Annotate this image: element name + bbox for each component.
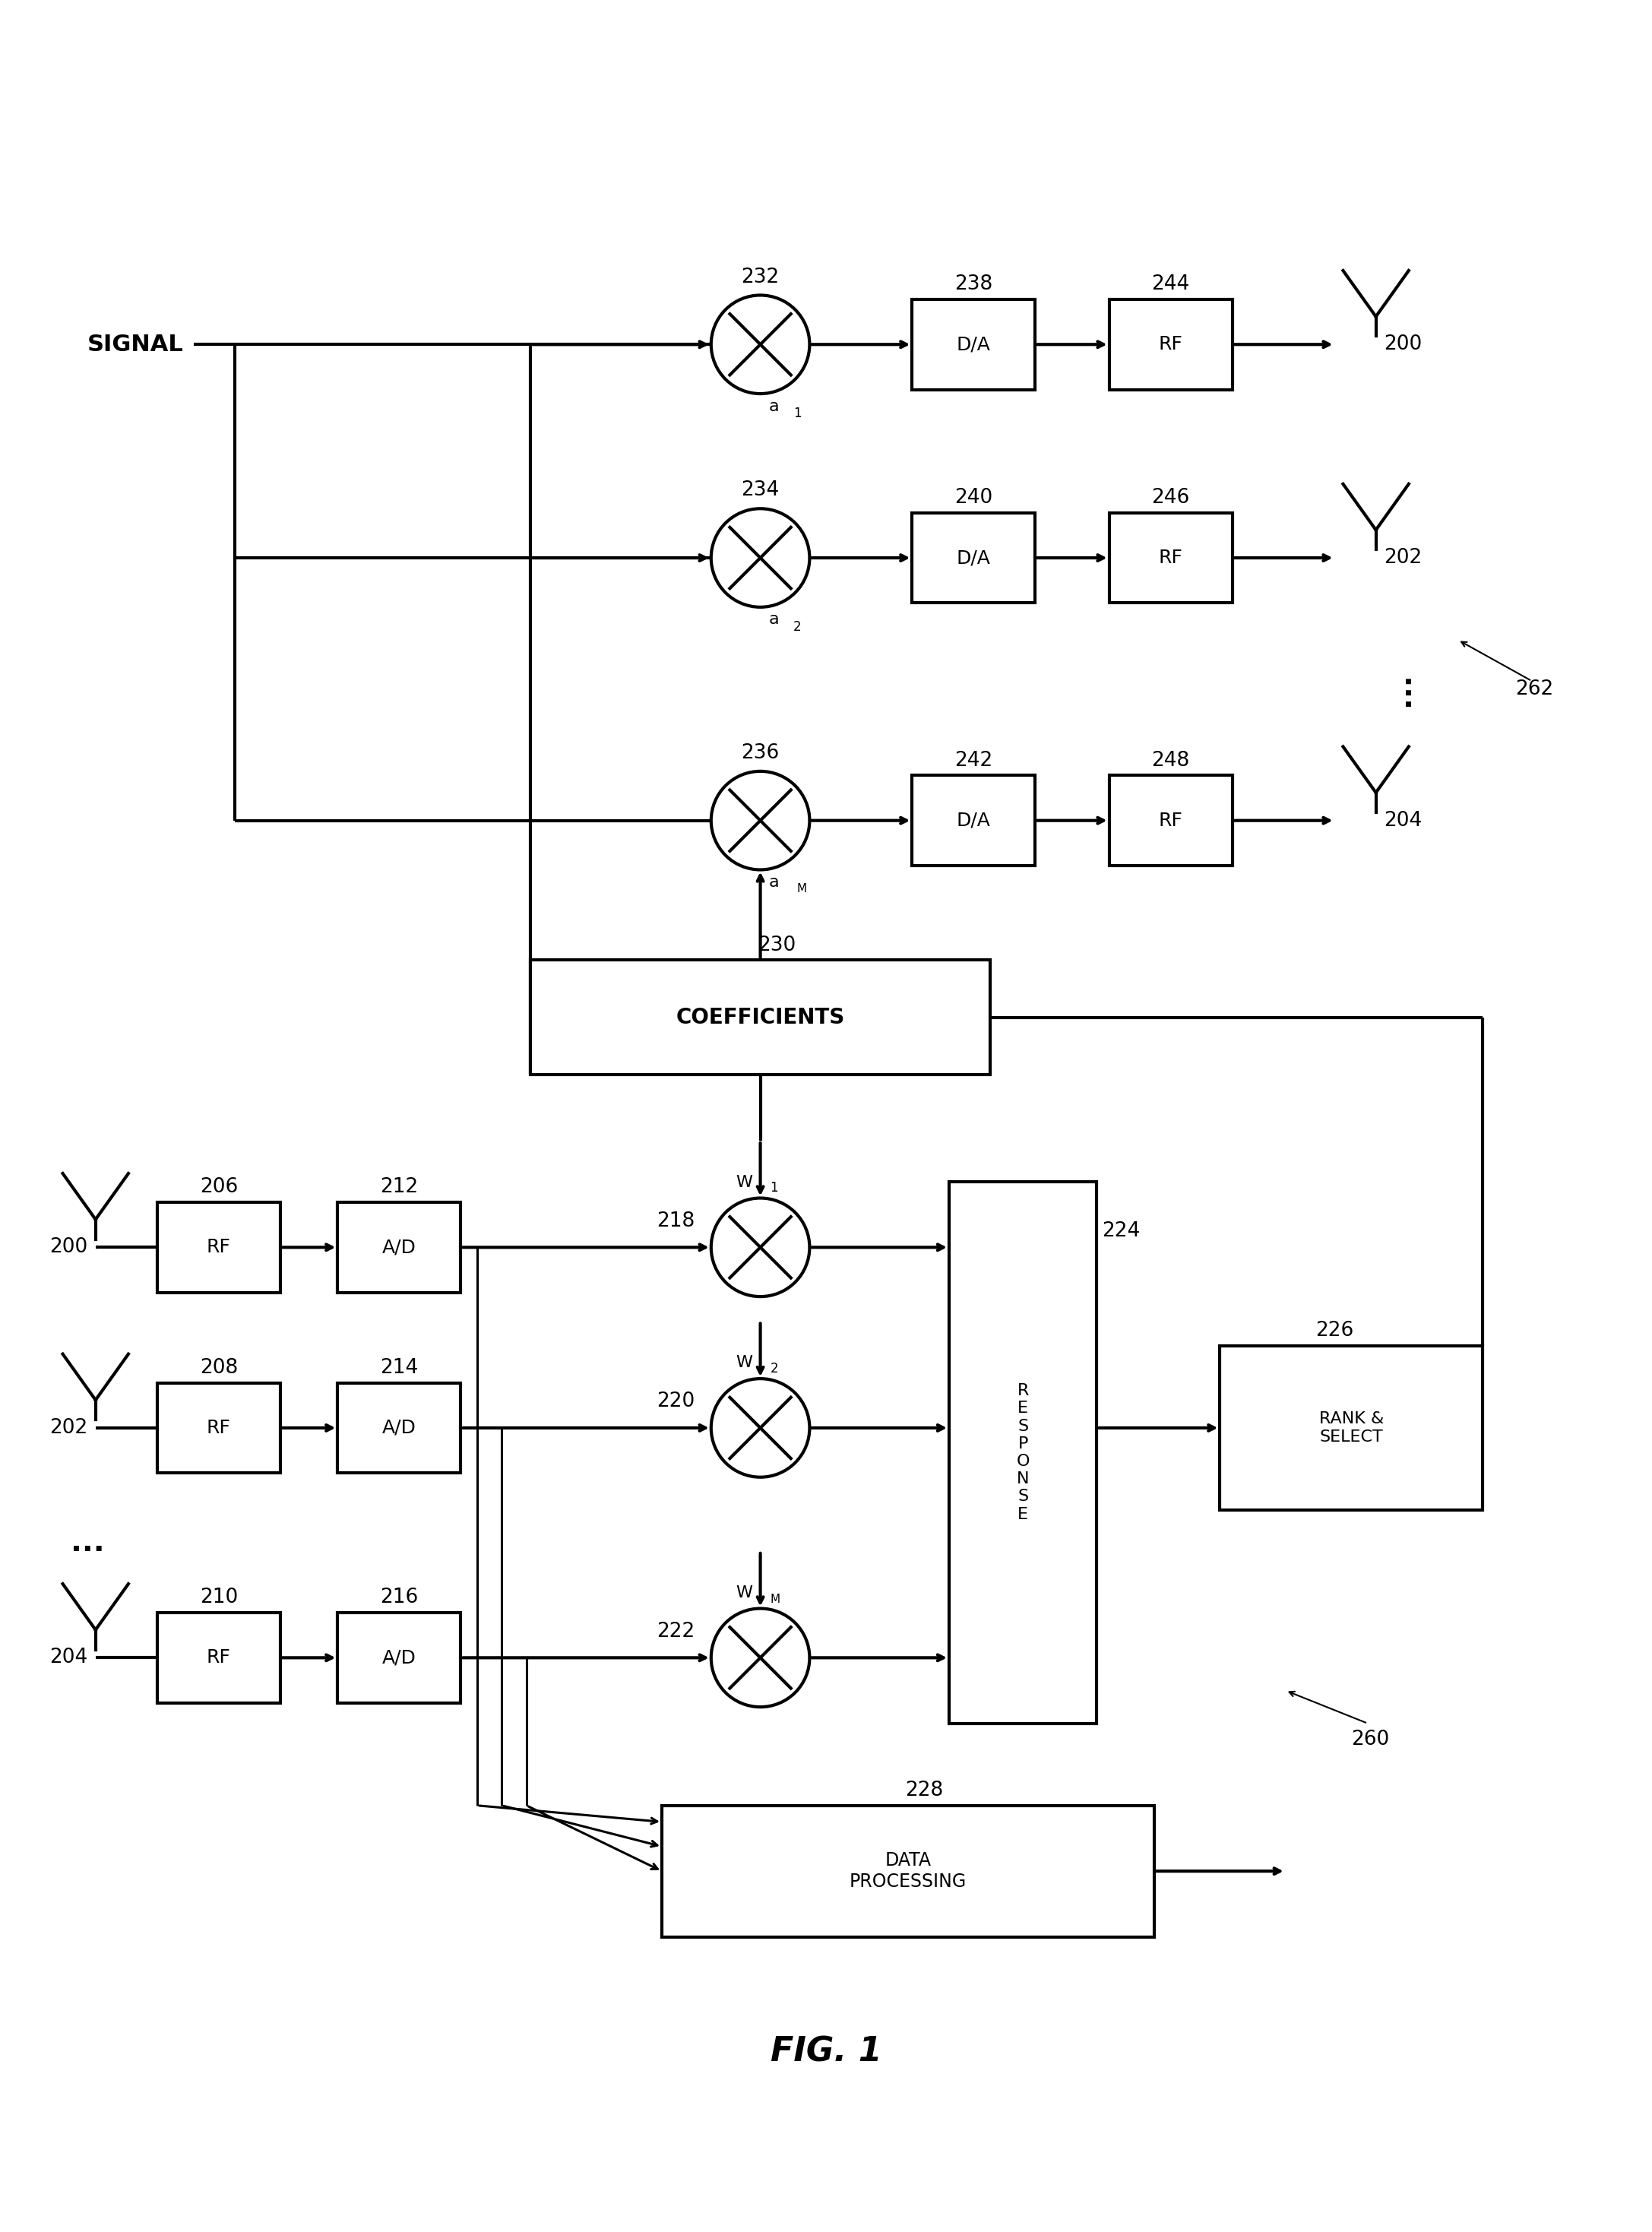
Text: a: a xyxy=(768,875,778,891)
Text: 208: 208 xyxy=(200,1357,238,1377)
Text: 202: 202 xyxy=(50,1417,88,1437)
Text: 224: 224 xyxy=(1102,1221,1140,1241)
Bar xyxy=(157,1612,281,1703)
Circle shape xyxy=(710,1379,809,1478)
Text: DATA
PROCESSING: DATA PROCESSING xyxy=(849,1853,966,1891)
Text: 210: 210 xyxy=(200,1587,238,1607)
Text: 232: 232 xyxy=(742,268,780,288)
Text: D/A: D/A xyxy=(957,549,991,567)
Text: a: a xyxy=(768,612,778,627)
Text: 230: 230 xyxy=(758,935,796,955)
Text: 218: 218 xyxy=(656,1212,695,1230)
Text: 244: 244 xyxy=(1151,275,1189,295)
Bar xyxy=(912,299,1036,391)
Text: RANK &
SELECT: RANK & SELECT xyxy=(1318,1411,1384,1444)
Text: 234: 234 xyxy=(742,480,780,500)
Text: W: W xyxy=(735,1585,752,1600)
Bar xyxy=(1108,775,1232,866)
Text: 240: 240 xyxy=(955,489,993,509)
Bar xyxy=(530,960,990,1076)
Bar xyxy=(1219,1346,1482,1511)
Circle shape xyxy=(710,1609,809,1707)
Text: M: M xyxy=(796,884,806,895)
Text: FIG. 1: FIG. 1 xyxy=(770,2036,882,2069)
Text: 246: 246 xyxy=(1151,489,1189,509)
Text: 206: 206 xyxy=(200,1178,238,1196)
Text: 200: 200 xyxy=(50,1237,88,1257)
Text: 226: 226 xyxy=(1315,1321,1355,1341)
Text: ...: ... xyxy=(71,1529,104,1558)
Bar xyxy=(337,1384,461,1473)
Text: SIGNAL: SIGNAL xyxy=(88,333,183,355)
Bar xyxy=(950,1181,1097,1723)
Text: 248: 248 xyxy=(1151,750,1189,770)
Text: D/A: D/A xyxy=(957,812,991,830)
Circle shape xyxy=(710,772,809,870)
Text: 1: 1 xyxy=(793,406,801,420)
Text: 2: 2 xyxy=(793,620,801,634)
Text: 242: 242 xyxy=(955,750,993,770)
Text: 238: 238 xyxy=(955,275,993,295)
Text: a: a xyxy=(768,400,778,413)
Bar xyxy=(337,1612,461,1703)
Circle shape xyxy=(710,295,809,393)
Circle shape xyxy=(710,509,809,607)
Text: 204: 204 xyxy=(50,1647,88,1667)
Text: COEFFICIENTS: COEFFICIENTS xyxy=(676,1007,844,1029)
Text: A/D: A/D xyxy=(382,1649,416,1667)
Text: 212: 212 xyxy=(380,1178,418,1196)
Text: RF: RF xyxy=(206,1649,231,1667)
Bar xyxy=(337,1203,461,1292)
Text: W: W xyxy=(735,1174,752,1190)
Text: D/A: D/A xyxy=(957,335,991,353)
Text: RF: RF xyxy=(206,1420,231,1437)
Text: 260: 260 xyxy=(1351,1730,1389,1750)
Text: RF: RF xyxy=(1158,812,1183,830)
Text: 216: 216 xyxy=(380,1587,418,1607)
Text: 202: 202 xyxy=(1384,549,1422,567)
Bar xyxy=(1108,299,1232,391)
Bar xyxy=(662,1806,1155,1937)
Bar xyxy=(912,513,1036,603)
Text: A/D: A/D xyxy=(382,1420,416,1437)
Text: 220: 220 xyxy=(656,1393,695,1411)
Bar xyxy=(157,1384,281,1473)
Text: RF: RF xyxy=(206,1239,231,1257)
Text: 2: 2 xyxy=(770,1362,778,1375)
Text: 214: 214 xyxy=(380,1357,418,1377)
Text: W: W xyxy=(735,1355,752,1370)
Bar xyxy=(912,775,1036,866)
Circle shape xyxy=(710,1199,809,1297)
Bar xyxy=(157,1203,281,1292)
Text: A/D: A/D xyxy=(382,1239,416,1257)
Text: ...: ... xyxy=(1386,672,1416,705)
Text: 1: 1 xyxy=(770,1181,778,1194)
Text: RF: RF xyxy=(1158,549,1183,567)
Text: 200: 200 xyxy=(1384,335,1422,355)
Text: 236: 236 xyxy=(742,743,780,763)
Bar xyxy=(1108,513,1232,603)
Text: RF: RF xyxy=(1158,335,1183,353)
Text: 262: 262 xyxy=(1515,679,1553,699)
Text: 222: 222 xyxy=(656,1623,695,1641)
Text: M: M xyxy=(770,1594,780,1605)
Text: R
E
S
P
O
N
S
E: R E S P O N S E xyxy=(1016,1384,1029,1522)
Text: 204: 204 xyxy=(1384,810,1422,830)
Text: 228: 228 xyxy=(905,1781,943,1801)
